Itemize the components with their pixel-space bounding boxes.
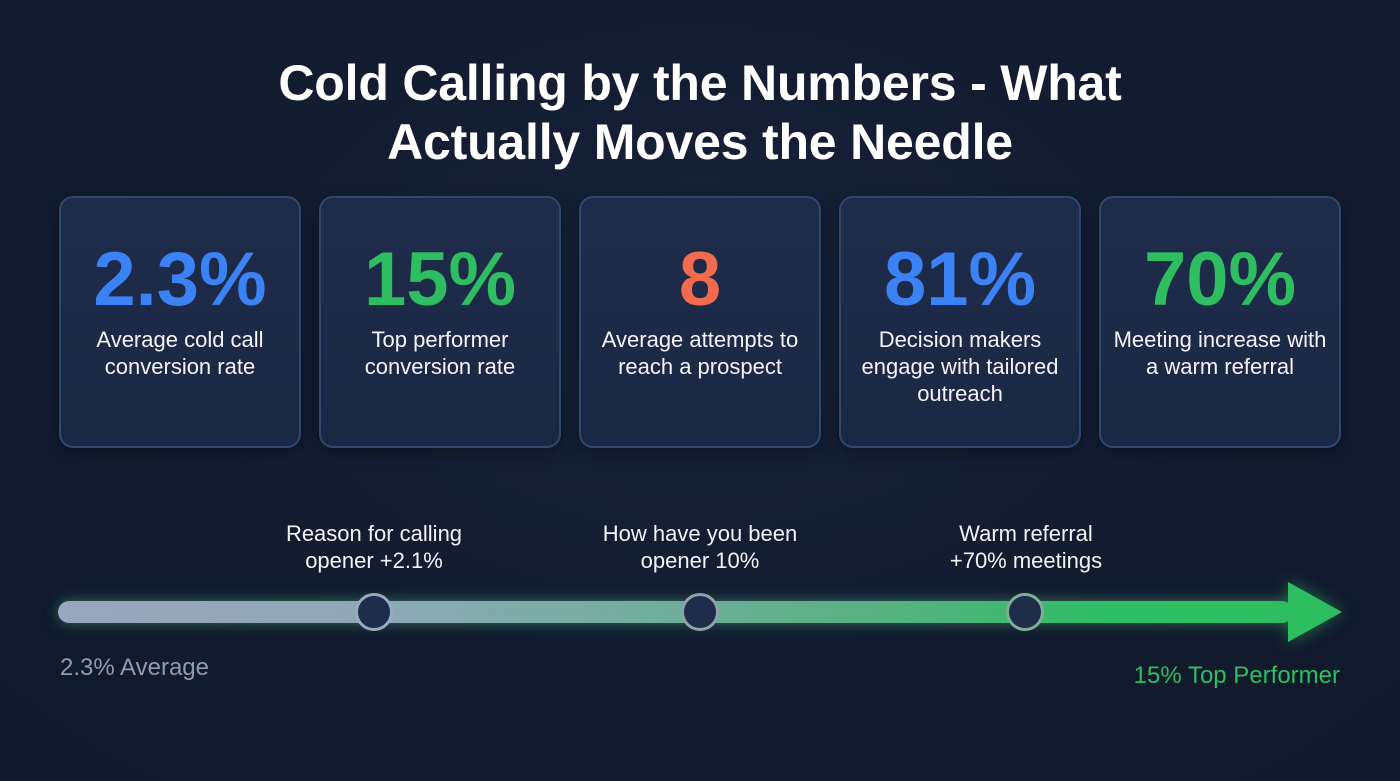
milestone-label-warm-referral: Warm referral +70% meetings xyxy=(896,520,1156,574)
stat-card-decision-makers: 81% Decision makers engage with tailored… xyxy=(839,196,1081,448)
milestone-label-line: +70% meetings xyxy=(949,548,1103,573)
stat-label: Average attempts to reach a prospect xyxy=(601,327,799,379)
stat-card-warm-referral: 70% Meeting increase with a warm referra… xyxy=(1099,196,1341,448)
stat-value: 70% xyxy=(1143,237,1297,322)
milestone-label-reason-opener: Reason for calling opener +2.1% xyxy=(244,520,504,574)
stat-label: Top performer conversion rate xyxy=(364,327,516,379)
stat-value: 2.3% xyxy=(93,237,267,322)
start-label: 2.3% Average xyxy=(60,654,210,681)
milestone-label-line: How have you been xyxy=(602,521,798,546)
progress-track xyxy=(58,601,1293,623)
milestone-node-3 xyxy=(1006,593,1044,631)
stat-label: Meeting increase with a warm referral xyxy=(1113,327,1327,379)
stat-card-attempts: 8 Average attempts to reach a prospect xyxy=(579,196,821,448)
progress-timeline: Reason for calling opener +2.1% How have… xyxy=(0,500,1400,720)
milestone-label-how-have-you-been: How have you been opener 10% xyxy=(570,520,830,574)
title-line-1: Cold Calling by the Numbers - What xyxy=(278,55,1122,111)
page-title: Cold Calling by the Numbers - What Actua… xyxy=(0,54,1400,172)
milestone-label-line: opener +2.1% xyxy=(305,548,443,573)
stat-cards: 2.3% Average cold call conversion rate 1… xyxy=(59,196,1341,448)
arrow-right-icon xyxy=(1288,582,1342,642)
stat-card-avg-conversion: 2.3% Average cold call conversion rate xyxy=(59,196,301,448)
stat-value: 8 xyxy=(678,237,722,322)
milestone-node-1 xyxy=(355,593,393,631)
milestone-label-line: Reason for calling xyxy=(285,521,463,546)
stat-label: Average cold call conversion rate xyxy=(96,327,264,379)
stat-label: Decision makers engage with tailored out… xyxy=(861,327,1059,406)
stat-value: 15% xyxy=(363,237,517,322)
milestone-label-line: Warm referral xyxy=(959,521,1093,546)
stat-card-top-performer: 15% Top performer conversion rate xyxy=(319,196,561,448)
end-label: 15% Top Performer xyxy=(1133,662,1340,689)
milestone-label-line: opener 10% xyxy=(640,548,760,573)
stat-value: 81% xyxy=(883,237,1037,322)
title-line-2: Actually Moves the Needle xyxy=(387,114,1013,170)
milestone-node-2 xyxy=(681,593,719,631)
